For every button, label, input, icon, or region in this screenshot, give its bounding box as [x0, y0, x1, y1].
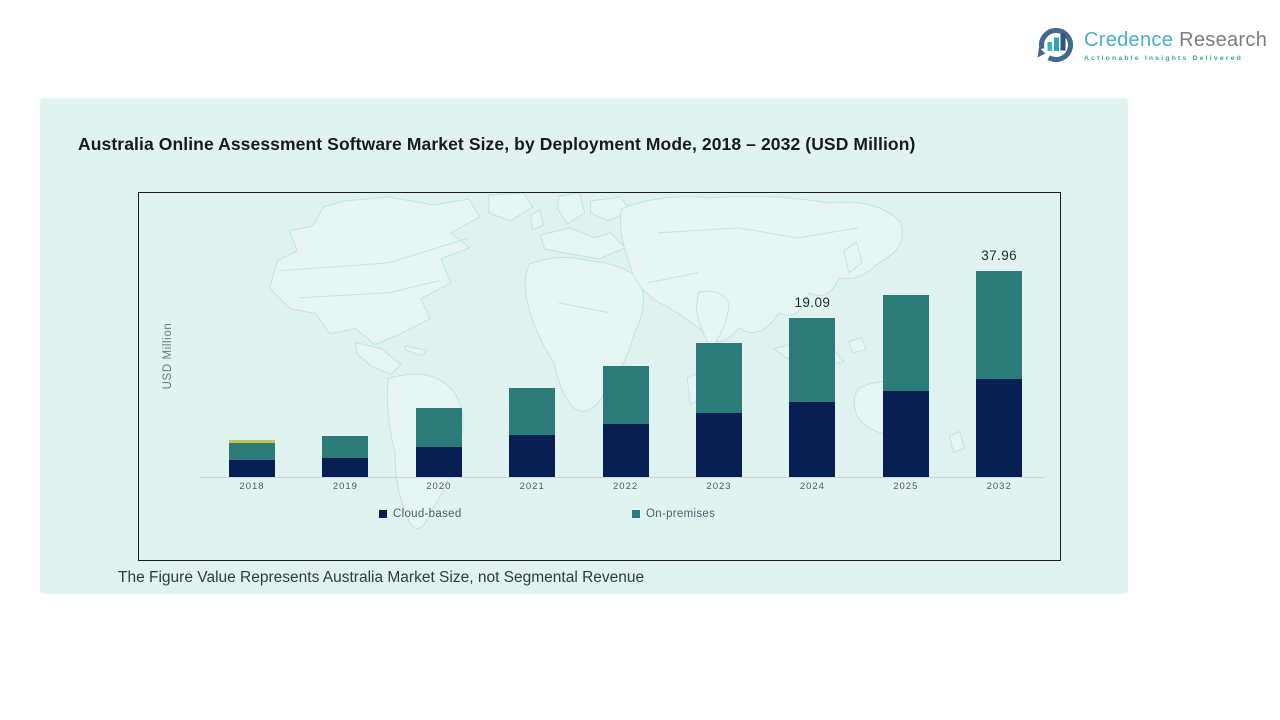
x-tick-label-2022: 2022	[613, 481, 639, 492]
on-premises-swatch-icon	[632, 510, 640, 518]
bar-2023	[696, 343, 742, 477]
chart-title: Australia Online Assessment Software Mar…	[78, 134, 916, 154]
x-axis-line	[199, 477, 1045, 478]
logo-text: Credence Research Actionable Insights Del…	[1084, 25, 1267, 62]
x-tick-label-2021: 2021	[519, 481, 545, 492]
bar-segment-onprem	[602, 366, 649, 424]
bar-segment-cloud	[882, 391, 929, 477]
bar-segment-onprem	[322, 436, 369, 458]
bar-2032	[976, 271, 1023, 477]
bar-segment-cloud	[415, 447, 462, 477]
bar-value-label-2032: 37.96	[981, 248, 1018, 263]
bar-segment-accent	[229, 440, 275, 443]
legend-item-on-premises: On-premises	[632, 508, 715, 520]
bar-segment-onprem	[696, 343, 742, 413]
y-axis-label: USD Million	[162, 322, 174, 390]
bar-segment-onprem	[976, 271, 1023, 379]
bar-value-label-2024: 19.09	[794, 295, 831, 310]
bar-segment-onprem	[509, 388, 556, 435]
bar-2025	[882, 295, 929, 477]
bar-segment-cloud	[322, 458, 369, 477]
bar-2020	[415, 408, 462, 477]
bar-segment-cloud	[976, 379, 1023, 477]
x-tick-label-2019: 2019	[332, 481, 358, 492]
bar-segment-onprem	[229, 443, 275, 460]
bar-2022	[602, 366, 649, 477]
logo-name-primary: Credence	[1084, 29, 1174, 51]
x-tick-label-2025: 2025	[893, 481, 919, 492]
bar-2024	[789, 318, 836, 477]
bar-segment-cloud	[602, 424, 649, 477]
legend-item-cloud-based: Cloud-based	[379, 508, 462, 520]
logo-name-secondary: Research	[1179, 29, 1268, 51]
x-tick-label-2023: 2023	[706, 481, 732, 492]
chart-panel: Australia Online Assessment Software Mar…	[40, 98, 1128, 594]
bar-segment-onprem	[789, 318, 836, 402]
bar-segment-onprem	[415, 408, 462, 447]
x-tick-label-2032: 2032	[986, 481, 1012, 492]
bar-2019	[322, 436, 369, 477]
bar-segment-cloud	[696, 413, 742, 477]
credence-research-logo: Credence Research Actionable Insights Del…	[1036, 25, 1267, 69]
bar-segment-cloud	[229, 460, 275, 477]
legend-label-cloud-based: Cloud-based	[393, 508, 462, 520]
legend-label-on-premises: On-premises	[646, 508, 716, 520]
cloud-based-swatch-icon	[379, 510, 387, 518]
bar-segment-onprem	[882, 295, 929, 391]
bar-segment-cloud	[509, 435, 556, 477]
logo-name: Credence Research	[1084, 29, 1267, 52]
bar-2018	[229, 440, 275, 477]
chart-footnote: The Figure Value Represents Australia Ma…	[118, 569, 645, 586]
bar-2021	[509, 388, 556, 477]
credence-logo-icon	[1037, 28, 1073, 62]
x-tick-label-2018: 2018	[239, 481, 265, 492]
x-tick-label-2020: 2020	[426, 481, 452, 492]
plot-area: USD Million 2018 2019 2020 2021 2022 2023 2024…	[138, 192, 1061, 561]
x-tick-label-2024: 2024	[799, 481, 825, 492]
bar-segment-cloud	[789, 402, 836, 477]
logo-tagline: Actionable Insights Delivered	[1084, 55, 1243, 62]
